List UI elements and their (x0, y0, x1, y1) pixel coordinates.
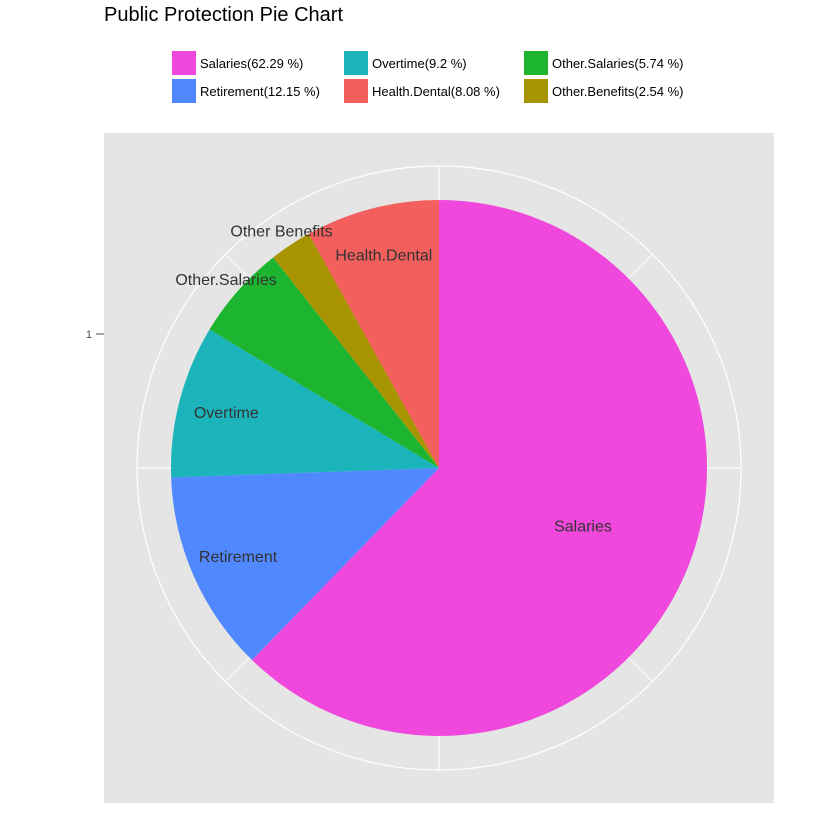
chart-title: Public Protection Pie Chart (104, 4, 344, 26)
legend-swatch (524, 51, 548, 75)
slice-labels: Salaries Retirement Overtime Other.Salaries… (175, 224, 612, 566)
legend: Salaries(62.29 %) Overtime(9.2 %) Other.Sa… (172, 50, 732, 106)
slice-label-salaries: Salaries (554, 519, 612, 536)
slice-label-overtime: Overtime (194, 405, 259, 422)
legend-swatch (172, 79, 196, 103)
legend-swatch (344, 51, 368, 75)
grid-minor-radial-line (628, 657, 653, 682)
legend-item-other-salaries: Other.Salaries(5.74 %) (524, 50, 684, 76)
pie-slice-salaries (252, 200, 708, 737)
pie-slice-overtime (171, 329, 439, 478)
legend-label: Overtime(9.2 %) (372, 55, 467, 71)
legend-swatch (172, 51, 196, 75)
legend-label: Other.Benefits(2.54 %) (552, 83, 684, 99)
pie-slice-retirement (171, 468, 439, 660)
legend-swatch (524, 79, 548, 103)
slice-label-health-dental: Health.Dental (335, 247, 432, 264)
pie-slice-other-salaries (209, 257, 439, 468)
polar-grid (136, 165, 742, 771)
legend-item-health-dental: Health.Dental(8.08 %) (344, 78, 500, 104)
legend-label: Other.Salaries(5.74 %) (552, 55, 684, 71)
legend-label: Health.Dental(8.08 %) (372, 83, 500, 99)
y-tick-label: 1 (86, 329, 92, 341)
grid-minor-radial-line (628, 254, 653, 279)
slice-label-retirement: Retirement (199, 549, 278, 566)
legend-label: Salaries(62.29 %) (200, 55, 304, 71)
grid-minor-radial-line (225, 657, 250, 682)
legend-label: Retirement(12.15 %) (200, 83, 320, 99)
pie-slices (171, 200, 708, 737)
grid-minor-radial-line (225, 254, 250, 279)
slice-label-other-benefits: Other Benefits (230, 224, 332, 241)
legend-item-other-benefits: Other.Benefits(2.54 %) (524, 78, 684, 104)
pie-slice-other-benefits (273, 233, 439, 468)
legend-swatch (344, 79, 368, 103)
legend-item-overtime: Overtime(9.2 %) (344, 50, 467, 76)
slice-label-other-salaries: Other.Salaries (175, 272, 276, 289)
legend-item-retirement: Retirement(12.15 %) (172, 78, 320, 104)
pie-slice-health-dental (308, 200, 439, 468)
legend-item-salaries: Salaries(62.29 %) (172, 50, 303, 76)
